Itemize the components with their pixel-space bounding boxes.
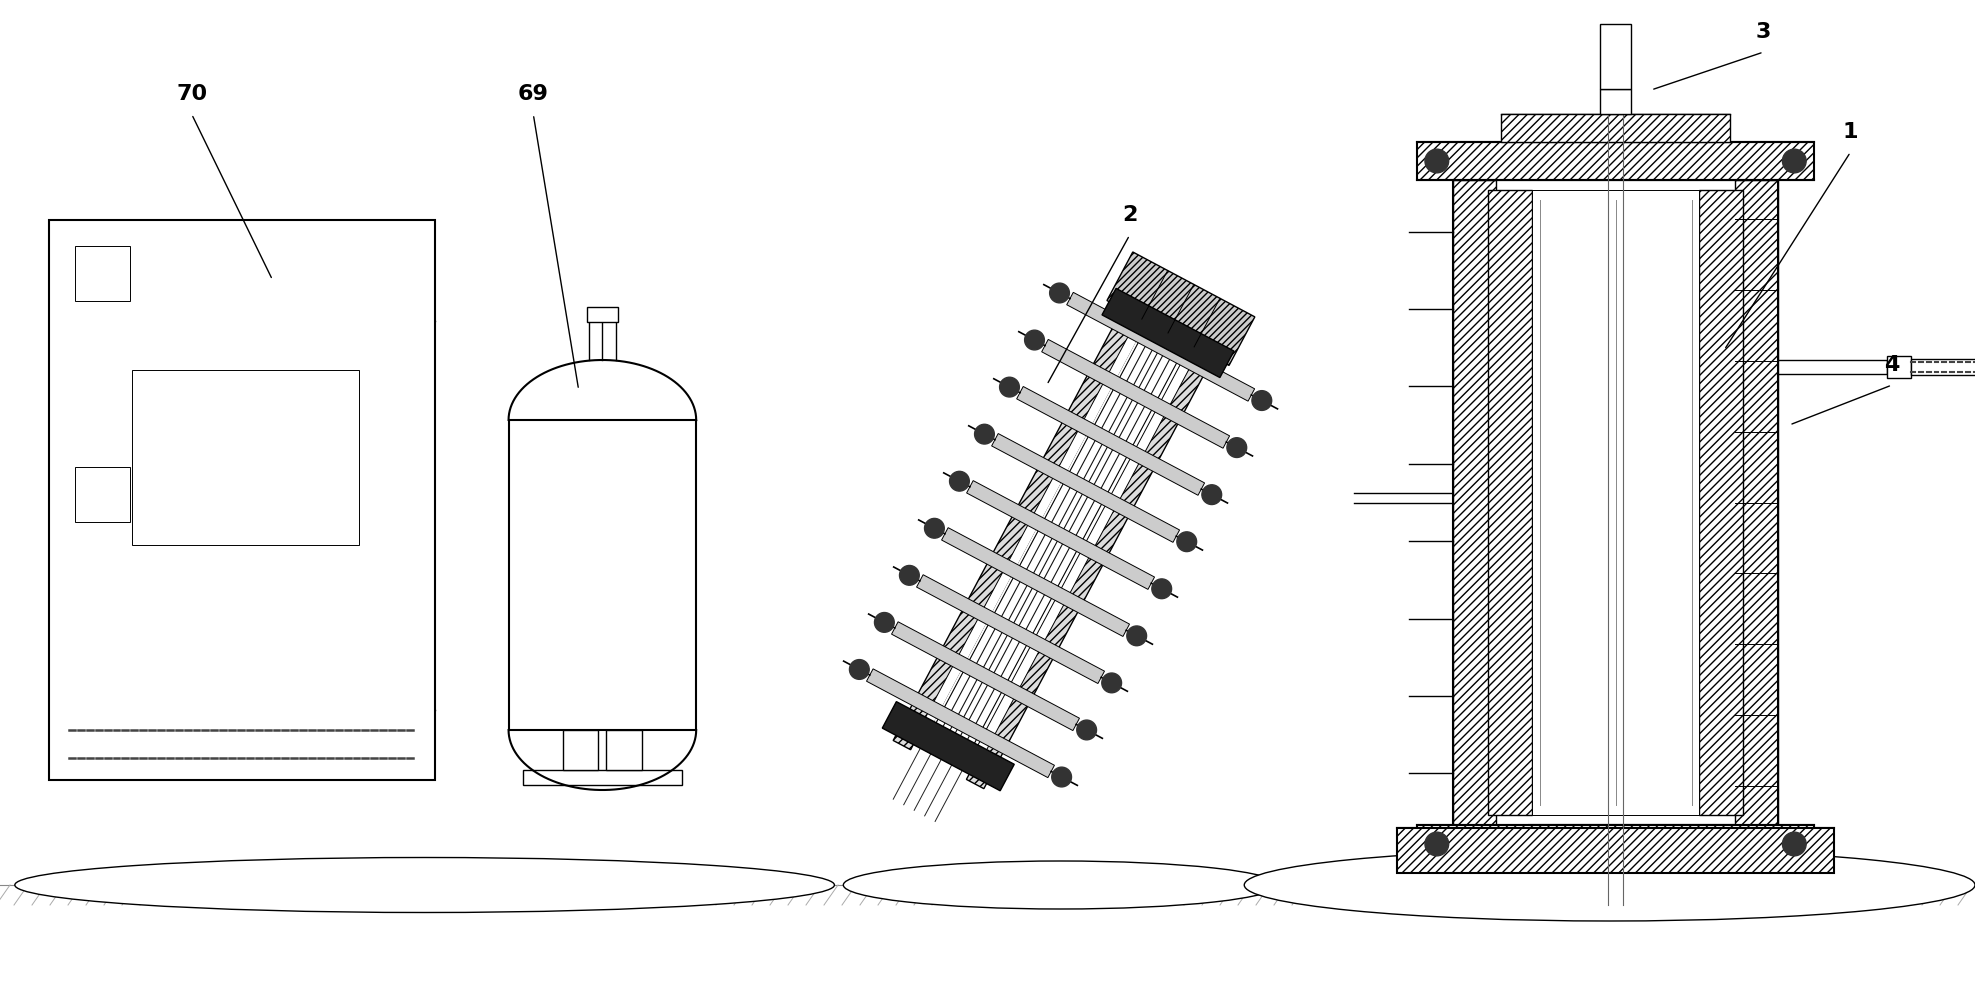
Bar: [1501, 114, 1730, 142]
Text: 3: 3: [1756, 22, 1772, 42]
Bar: [1779, 360, 1888, 374]
Bar: [523, 770, 681, 785]
Bar: [1600, 89, 1631, 114]
Polygon shape: [1066, 292, 1254, 401]
Bar: [1912, 359, 1975, 375]
Bar: [49, 220, 434, 780]
Bar: [1698, 190, 1744, 815]
Circle shape: [950, 471, 970, 491]
Text: 4: 4: [1884, 355, 1900, 375]
Bar: [510, 420, 697, 730]
Bar: [587, 307, 618, 322]
Circle shape: [899, 565, 918, 585]
Circle shape: [999, 377, 1019, 397]
Circle shape: [1426, 832, 1450, 856]
Polygon shape: [893, 281, 1155, 750]
Bar: [1454, 180, 1779, 825]
Circle shape: [1783, 832, 1805, 856]
Bar: [1489, 190, 1533, 815]
Bar: [1533, 190, 1698, 815]
Circle shape: [1128, 626, 1147, 646]
Bar: [75, 246, 130, 301]
Bar: [606, 730, 642, 770]
Ellipse shape: [1244, 849, 1975, 921]
Circle shape: [1252, 391, 1272, 410]
Circle shape: [1053, 767, 1072, 787]
Bar: [563, 730, 598, 770]
Text: 2: 2: [1122, 205, 1138, 225]
Polygon shape: [867, 669, 1055, 778]
Bar: [1744, 180, 1774, 825]
Ellipse shape: [843, 861, 1278, 909]
Polygon shape: [942, 528, 1130, 636]
Polygon shape: [920, 331, 1140, 730]
Ellipse shape: [16, 857, 835, 912]
Polygon shape: [883, 702, 1015, 791]
Circle shape: [1783, 149, 1805, 173]
Circle shape: [1025, 330, 1045, 350]
Circle shape: [1102, 673, 1122, 693]
Bar: [1398, 828, 1833, 873]
Bar: [1497, 180, 1529, 825]
Circle shape: [1426, 149, 1450, 173]
Circle shape: [1203, 485, 1223, 505]
Text: 1: 1: [1843, 122, 1858, 142]
Bar: [1600, 24, 1631, 89]
Circle shape: [849, 660, 869, 679]
Polygon shape: [1106, 252, 1254, 365]
Bar: [1736, 180, 1779, 825]
Circle shape: [924, 518, 944, 538]
Polygon shape: [991, 434, 1179, 542]
Polygon shape: [966, 320, 1228, 789]
Polygon shape: [916, 575, 1104, 684]
Text: 69: 69: [517, 84, 549, 104]
Bar: [1418, 142, 1813, 180]
Polygon shape: [966, 481, 1155, 589]
Circle shape: [1151, 579, 1171, 599]
Polygon shape: [891, 622, 1080, 731]
Circle shape: [1177, 532, 1197, 552]
Bar: [75, 467, 130, 522]
Bar: [1888, 356, 1912, 378]
Circle shape: [1076, 720, 1096, 740]
Bar: [1454, 180, 1497, 825]
Circle shape: [1226, 438, 1246, 457]
Circle shape: [1049, 283, 1068, 303]
Circle shape: [974, 424, 993, 444]
Bar: [132, 370, 359, 545]
Circle shape: [875, 613, 895, 632]
Polygon shape: [1017, 386, 1205, 495]
Polygon shape: [1041, 339, 1230, 448]
Bar: [1418, 825, 1813, 863]
Polygon shape: [974, 359, 1193, 758]
Text: 70: 70: [176, 84, 207, 104]
Polygon shape: [1102, 288, 1234, 378]
